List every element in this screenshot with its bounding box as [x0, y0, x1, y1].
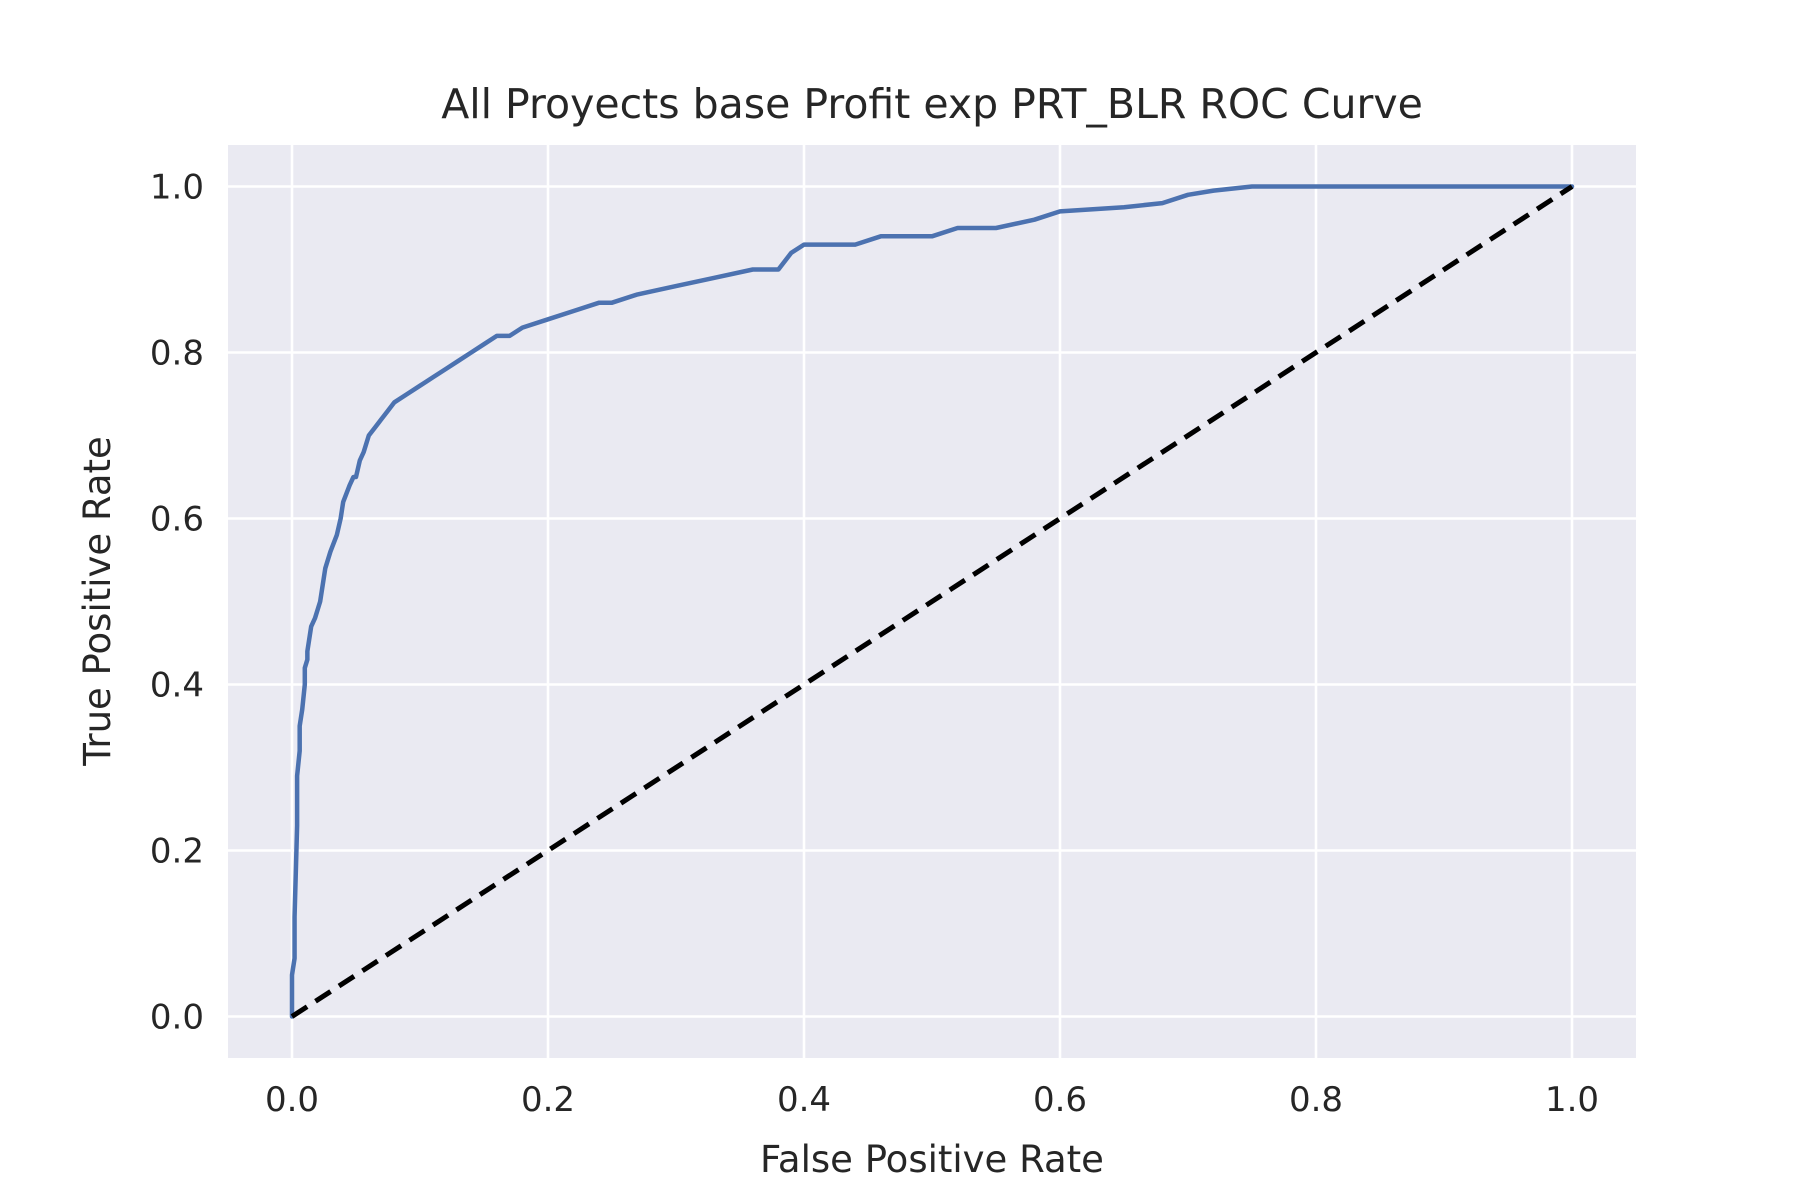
- y-tick-label: 1.0: [150, 168, 204, 208]
- x-tick-label: 0.2: [521, 1080, 575, 1120]
- x-tick-label: 0.4: [777, 1080, 831, 1120]
- x-tick-label: 0.6: [1033, 1080, 1087, 1120]
- tick-labels: 0.0 0.2 0.4 0.6 0.8 1.0 0.0 0.2 0.4 0.6 0.8 1.0: [150, 168, 1599, 1121]
- x-tick-label: 1.0: [1545, 1080, 1599, 1120]
- diagonal-reference-line: [290, 184, 1574, 1019]
- x-axis-label: False Positive Rate: [760, 1138, 1104, 1181]
- x-tick-label: 0.0: [265, 1080, 319, 1120]
- roc-curve-line: [289, 184, 1575, 1019]
- grid-lines: [228, 145, 1636, 1058]
- y-tick-label: 0.2: [150, 832, 204, 872]
- y-tick-label: 0.6: [150, 500, 204, 540]
- x-tick-label: 0.8: [1289, 1080, 1343, 1120]
- y-tick-label: 0.8: [150, 334, 204, 374]
- y-tick-label: 0.4: [150, 666, 204, 706]
- chart-title: All Proyects base Profit exp PRT_BLR ROC…: [441, 80, 1423, 128]
- series-layer: [289, 184, 1575, 1019]
- y-tick-label: 0.0: [150, 998, 204, 1038]
- y-axis-label: True Positive Rate: [76, 436, 119, 767]
